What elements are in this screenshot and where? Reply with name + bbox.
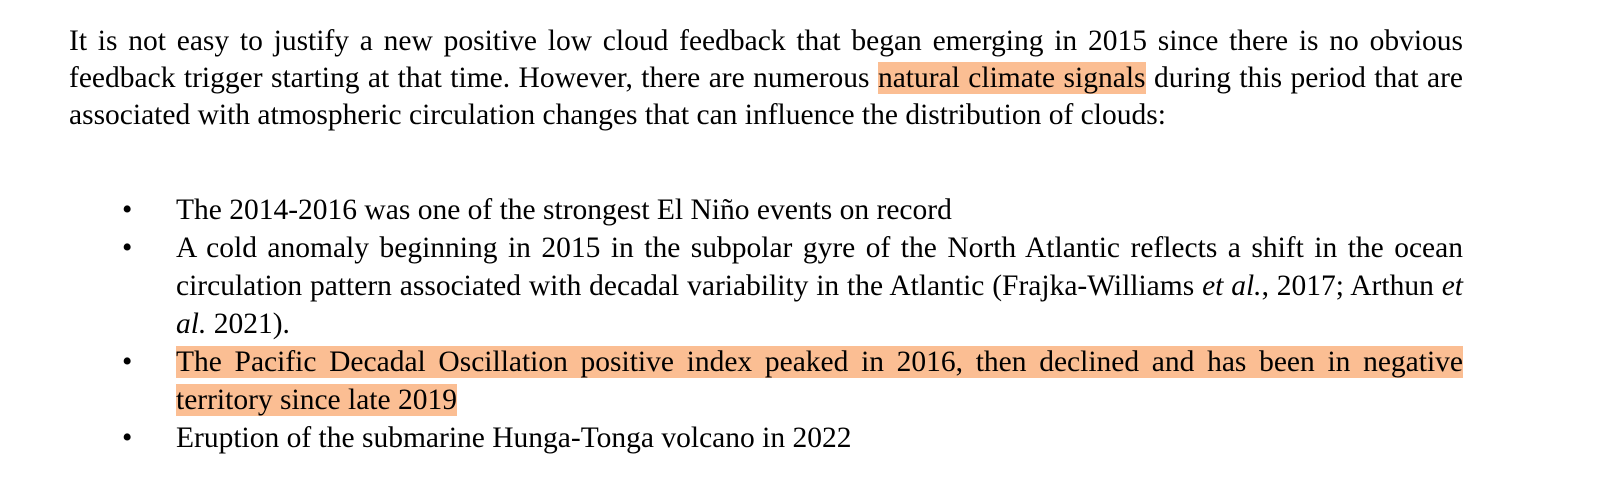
highlighted-text: natural climate signals [877, 62, 1146, 94]
bullet-icon: • [122, 194, 133, 226]
italic-text: et al. [1202, 270, 1262, 302]
list-item-text: A cold anomaly beginning in 2015 in the … [176, 232, 1463, 302]
list-item-text: 2021). [206, 308, 290, 340]
list-item: • The 2014-2016 was one of the strongest … [0, 191, 1463, 229]
list-item-text: , 2017; Arthun [1261, 270, 1442, 302]
italic-text: et al. [176, 270, 1463, 340]
bullet-icon: • [122, 232, 133, 264]
bullet-icon: • [122, 422, 133, 454]
list-item: • The Pacific Decadal Oscillation positiv… [0, 343, 1463, 419]
paragraph-text: It is not easy to justify a new positive… [69, 25, 1463, 94]
body-paragraph: It is not easy to justify a new positive… [69, 23, 1463, 134]
list-item-text: The 2014-2016 was one of the strongest E… [176, 194, 952, 226]
list-item: • Eruption of the submarine Hunga-Tonga v… [0, 419, 1463, 457]
list-item: • A cold anomaly beginning in 2015 in the… [0, 229, 1463, 343]
highlighted-text: The Pacific Decadal Oscillation positive… [176, 346, 1463, 416]
bullet-list: • The 2014-2016 was one of the strongest … [0, 191, 1463, 457]
list-item-text: Eruption of the submarine Hunga-Tonga vo… [176, 422, 852, 454]
bullet-icon: • [122, 346, 133, 378]
paragraph-text-end: during this period that are associated w… [69, 62, 1463, 131]
